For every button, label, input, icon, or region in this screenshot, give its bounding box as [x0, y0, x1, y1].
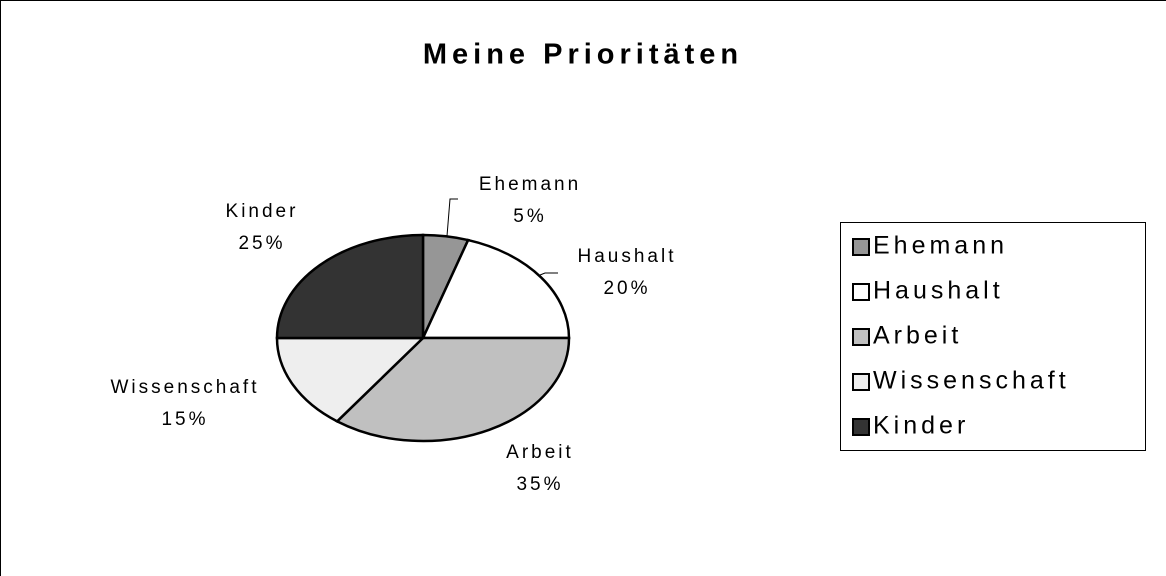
slice-label: Ehemann	[479, 174, 581, 195]
legend-swatch	[852, 283, 870, 301]
legend-swatch	[852, 328, 870, 346]
slice-value-label: 20%	[603, 278, 650, 299]
pie-slice	[275, 336, 427, 423]
slice-value-label: 25%	[238, 233, 285, 254]
slice-label: Kinder	[226, 201, 299, 222]
slice-label: Wissenschaft	[111, 377, 260, 398]
legend-label: Ehemann	[873, 232, 1008, 260]
chart-title: Meine Prioritäten	[423, 39, 743, 71]
slice-label: Arbeit	[506, 442, 574, 463]
pie-slice	[421, 238, 571, 340]
legend-swatch	[852, 238, 870, 256]
legend-swatch	[852, 418, 870, 436]
pie-slice	[275, 233, 425, 340]
legend-box	[840, 222, 1146, 451]
slice-value-label: 35%	[516, 474, 563, 495]
slice-value-label: 5%	[513, 206, 546, 227]
legend-label: Kinder	[873, 412, 969, 440]
legend-label: Haushalt	[873, 277, 1004, 305]
slice-value-label: 15%	[161, 409, 208, 430]
pie-slice	[335, 336, 571, 443]
legend-label: Wissenschaft	[873, 367, 1070, 395]
leader-line	[446, 198, 458, 237]
legend-swatch	[852, 373, 870, 391]
slice-label: Haushalt	[578, 246, 677, 267]
legend-label: Arbeit	[873, 322, 962, 350]
